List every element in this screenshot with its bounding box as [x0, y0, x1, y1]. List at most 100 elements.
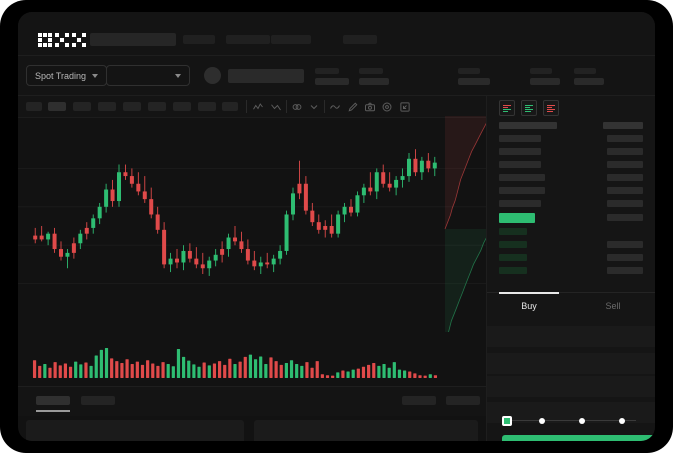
nav-item-3[interactable] — [271, 35, 311, 44]
orderbook-mode-asks-icon[interactable] — [543, 100, 559, 116]
orderbook-mode-both-icon[interactable] — [499, 100, 515, 116]
orderbook-mode-row — [499, 100, 559, 116]
tab-buy[interactable]: Buy — [487, 292, 571, 319]
orderbook-ask-amount — [607, 200, 643, 207]
orderbook-bid-amount — [607, 267, 643, 274]
action-view-all[interactable] — [446, 396, 480, 405]
buy-sell-tabs: Buy Sell — [487, 292, 655, 318]
timeframe-1w[interactable] — [198, 102, 216, 111]
tab-open-orders[interactable] — [36, 396, 70, 405]
camera-icon[interactable] — [364, 101, 376, 113]
bottom-panel-left[interactable] — [26, 420, 244, 441]
orderbook-ask-row[interactable] — [499, 135, 541, 142]
app-screen: Spot Trading — [18, 12, 655, 441]
indicator-icon[interactable] — [270, 101, 282, 113]
line-chart-icon[interactable] — [329, 101, 341, 113]
orderbook-ask-amount — [607, 148, 643, 155]
orderbook-ask-amount — [607, 161, 643, 168]
chevron-down-icon[interactable] — [308, 101, 320, 113]
stat-24h-change-label — [359, 68, 383, 74]
stat-24h-volume-label — [530, 68, 552, 74]
order-book-panel: Buy Sell — [486, 96, 655, 441]
timeframe-1h[interactable] — [123, 102, 141, 111]
stat-24h-change-value — [359, 78, 389, 85]
orderbook-rows — [487, 122, 655, 288]
field-order-type[interactable] — [487, 326, 655, 348]
draw-pencil-icon[interactable] — [347, 101, 359, 113]
market-type-label: Spot Trading — [35, 70, 87, 81]
tab-order-history[interactable] — [81, 396, 115, 405]
market-type-select[interactable]: Spot Trading — [26, 65, 108, 86]
timeframe-4h[interactable] — [148, 102, 166, 111]
okx-logo[interactable] — [38, 33, 86, 47]
toolbar-divider-2 — [286, 100, 287, 113]
nav-item-1[interactable] — [183, 35, 215, 44]
orderbook-bid-amount — [607, 254, 643, 261]
orderbook-ask-amount — [607, 135, 643, 142]
orderbook-ask-row[interactable] — [499, 161, 541, 168]
pair-name-skeleton — [228, 69, 304, 83]
logo-letter-o — [38, 33, 52, 47]
timeframe-30m[interactable] — [98, 102, 116, 111]
toolbar-divider-1 — [246, 100, 247, 113]
orderbook-ask-row[interactable] — [499, 148, 541, 155]
orderbook-mark-amount — [607, 214, 643, 221]
volume-histogram[interactable] — [18, 332, 486, 386]
toolbar-divider-3 — [324, 100, 325, 113]
tab-buy-label: Buy — [521, 301, 537, 311]
timeframe-1d[interactable] — [173, 102, 191, 111]
compare-icon[interactable] — [291, 101, 303, 113]
onboarding-cta-button[interactable] — [502, 435, 655, 441]
orderbook-mode-bids-icon[interactable] — [521, 100, 537, 116]
orderbook-bid-row[interactable] — [499, 241, 527, 248]
nav-item-4[interactable] — [343, 35, 377, 44]
settings-gear-icon[interactable] — [381, 101, 393, 113]
candlestick-chart[interactable] — [18, 118, 486, 332]
step-4[interactable] — [619, 418, 625, 424]
tab-sell-label: Sell — [605, 301, 621, 311]
chevron-down-icon — [175, 73, 181, 78]
timeframe-1m[interactable] — [26, 102, 42, 111]
pair-select[interactable] — [106, 65, 190, 86]
stat-extra-label — [574, 68, 596, 74]
bottom-panel-right[interactable] — [254, 420, 478, 441]
orderbook-ask-row[interactable] — [499, 200, 541, 207]
step-1[interactable] — [502, 416, 512, 426]
orderbook-bid-row[interactable] — [499, 254, 527, 261]
logo-letter-k — [55, 33, 69, 47]
header-search-field[interactable] — [90, 33, 176, 46]
chart-type-icon[interactable] — [252, 101, 264, 113]
orderbook-ask-row[interactable] — [499, 187, 545, 194]
step-3[interactable] — [579, 418, 585, 424]
timeframe-1mo[interactable] — [222, 102, 238, 111]
stat-extra-value — [574, 78, 604, 85]
orderbook-ask-amount — [607, 187, 643, 194]
orderbook-mark-price — [499, 213, 535, 223]
field-total[interactable] — [487, 402, 655, 424]
stepper-track — [508, 420, 636, 421]
fullscreen-icon[interactable] — [399, 101, 411, 113]
orderbook-ask-amount — [607, 174, 643, 181]
volume-canvas — [32, 348, 438, 378]
top-header — [18, 12, 655, 56]
field-price[interactable] — [487, 353, 655, 375]
orderbook-ask-row[interactable] — [499, 174, 545, 181]
onboarding-stepper — [502, 415, 642, 427]
stat-last-price-label — [315, 68, 339, 74]
orderbook-col-header-left — [499, 122, 557, 129]
action-hide-other-pairs[interactable] — [402, 396, 436, 405]
timeframe-5m[interactable] — [48, 102, 66, 111]
orderbook-bid-row[interactable] — [499, 267, 527, 274]
nav-item-2[interactable] — [226, 35, 270, 44]
step-2[interactable] — [539, 418, 545, 424]
stat-24h-volume-value — [530, 78, 560, 85]
timeframe-15m[interactable] — [73, 102, 91, 111]
pair-stats-bar: Spot Trading — [18, 56, 655, 96]
chevron-down-icon — [92, 73, 99, 78]
tab-active-underline — [36, 410, 70, 412]
orders-tabs-bar — [18, 386, 486, 416]
field-amount[interactable] — [487, 376, 655, 398]
orderbook-bid-row[interactable] — [499, 228, 527, 235]
tab-sell[interactable]: Sell — [571, 293, 655, 319]
